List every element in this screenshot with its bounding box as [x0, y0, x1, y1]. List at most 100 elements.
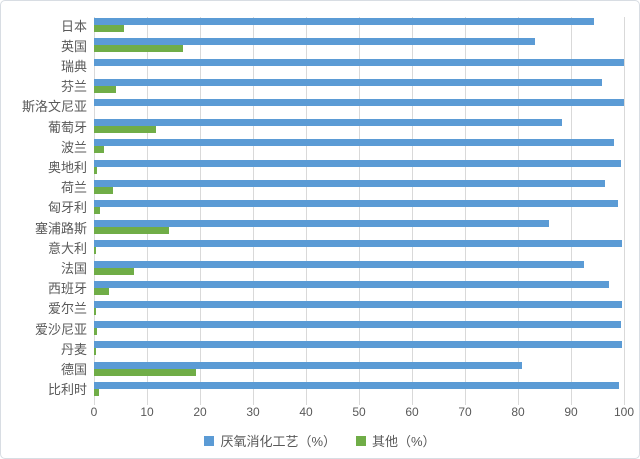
bar-other [94, 247, 97, 255]
y-axis-label: 法国 [60, 261, 87, 277]
bar-other [94, 25, 124, 33]
bar-other [94, 287, 110, 295]
category-row [94, 298, 624, 318]
bar-anaerobic-digestion [94, 220, 549, 228]
x-axis-tick-label: 50 [352, 405, 366, 419]
gridline [306, 17, 307, 405]
bar-anaerobic-digestion [94, 58, 624, 66]
y-axis-label: 葡萄牙 [47, 119, 87, 135]
category-row [94, 136, 624, 156]
bar-other [94, 166, 98, 174]
bar-other [94, 227, 170, 235]
category-row [94, 278, 624, 298]
x-axis-tick-label: 40 [299, 405, 313, 419]
category-row [94, 379, 624, 399]
bar-other [94, 307, 96, 315]
bar-other [94, 206, 100, 214]
bar-anaerobic-digestion [94, 119, 562, 127]
bar-anaerobic-digestion [94, 280, 609, 288]
legend-item-anaerobic: 厌氧消化工艺（%） [204, 431, 336, 450]
gridline [624, 17, 625, 405]
x-axis-labels: 0 10 20 30 40 50 60 70 80 90 100 [90, 405, 634, 421]
legend-swatch-other-icon [356, 435, 366, 446]
y-axis-label: 荷兰 [60, 180, 87, 196]
y-axis-labels: 日本英国瑞典芬兰斯洛文尼亚葡萄牙波兰奥地利荷兰匈牙利塞浦路斯意大利法国西班牙爱尔… [1, 15, 87, 399]
bars-layer [94, 15, 624, 399]
category-row [94, 156, 624, 176]
y-axis-label: 芬兰 [60, 79, 87, 95]
gridline [200, 17, 201, 405]
bar-anaerobic-digestion [94, 139, 614, 147]
bar-other [94, 85, 117, 93]
x-axis-tick-label: 70 [458, 405, 472, 419]
bar-anaerobic-digestion [94, 98, 624, 106]
legend: 厌氧消化工艺（%） 其他（%） [1, 431, 639, 450]
y-axis-label: 爱沙尼亚 [34, 321, 87, 337]
bar-anaerobic-digestion [94, 381, 620, 389]
bar-anaerobic-digestion [94, 321, 622, 329]
y-axis-label: 奥地利 [47, 160, 87, 176]
y-axis-label: 瑞典 [60, 59, 87, 74]
x-axis-tick-label: 20 [193, 405, 207, 419]
bar-anaerobic-digestion [94, 300, 623, 308]
category-row [94, 217, 624, 237]
bar-anaerobic-digestion [94, 199, 619, 207]
bar-anaerobic-digestion [94, 341, 622, 349]
y-axis-label: 斯洛文尼亚 [21, 99, 87, 115]
gridline [465, 17, 466, 405]
bar-anaerobic-digestion [94, 361, 523, 369]
y-axis-label: 匈牙利 [47, 200, 87, 216]
category-row [94, 358, 624, 378]
x-axis-tick-label: 100 [613, 405, 635, 419]
gridline [518, 17, 519, 405]
y-axis-label: 塞浦路斯 [34, 220, 87, 236]
gridline [571, 17, 572, 405]
legend-label-anaerobic: 厌氧消化工艺（%） [220, 434, 336, 449]
bar-other [94, 328, 97, 336]
bar-anaerobic-digestion [94, 179, 605, 187]
bar-other [94, 388, 99, 396]
x-axis-tick-label: 90 [564, 405, 578, 419]
bar-other [94, 45, 184, 53]
x-axis-tick-label: 10 [140, 405, 154, 419]
category-row [94, 116, 624, 136]
category-row [94, 177, 624, 197]
x-axis-tick-label: 60 [405, 405, 419, 419]
bar-other [94, 348, 97, 356]
category-row [94, 35, 624, 55]
bar-anaerobic-digestion [94, 260, 584, 268]
bar-anaerobic-digestion [94, 18, 595, 26]
bar-anaerobic-digestion [94, 240, 622, 248]
category-row [94, 15, 624, 35]
y-axis-label: 日本 [60, 18, 87, 34]
legend-item-other: 其他（%） [356, 431, 436, 450]
gridline [253, 17, 254, 405]
category-row [94, 55, 624, 75]
bar-other [94, 126, 156, 134]
x-axis-tick-label: 80 [511, 405, 525, 419]
bar-other [94, 186, 114, 194]
category-row [94, 76, 624, 96]
y-axis-label: 爱尔兰 [47, 301, 87, 317]
gridline [147, 17, 148, 405]
bar-anaerobic-digestion [94, 159, 621, 167]
y-axis-label: 德国 [60, 362, 87, 378]
category-row [94, 237, 624, 257]
bar-anaerobic-digestion [94, 78, 602, 86]
y-axis-label: 西班牙 [47, 281, 87, 297]
y-axis-label: 波兰 [60, 139, 87, 155]
plot-area [94, 15, 625, 405]
y-axis-label: 意大利 [47, 240, 87, 256]
y-axis-label: 英国 [60, 38, 87, 54]
y-axis-label: 比利时 [47, 382, 87, 398]
category-row [94, 318, 624, 338]
bar-other [94, 267, 135, 275]
y-axis-label: 丹麦 [60, 341, 87, 357]
x-axis-tick-label: 0 [90, 405, 98, 419]
category-row [94, 197, 624, 217]
category-row [94, 338, 624, 358]
category-row [94, 257, 624, 277]
x-axis-tick-label: 30 [246, 405, 260, 419]
gridline [359, 17, 360, 405]
